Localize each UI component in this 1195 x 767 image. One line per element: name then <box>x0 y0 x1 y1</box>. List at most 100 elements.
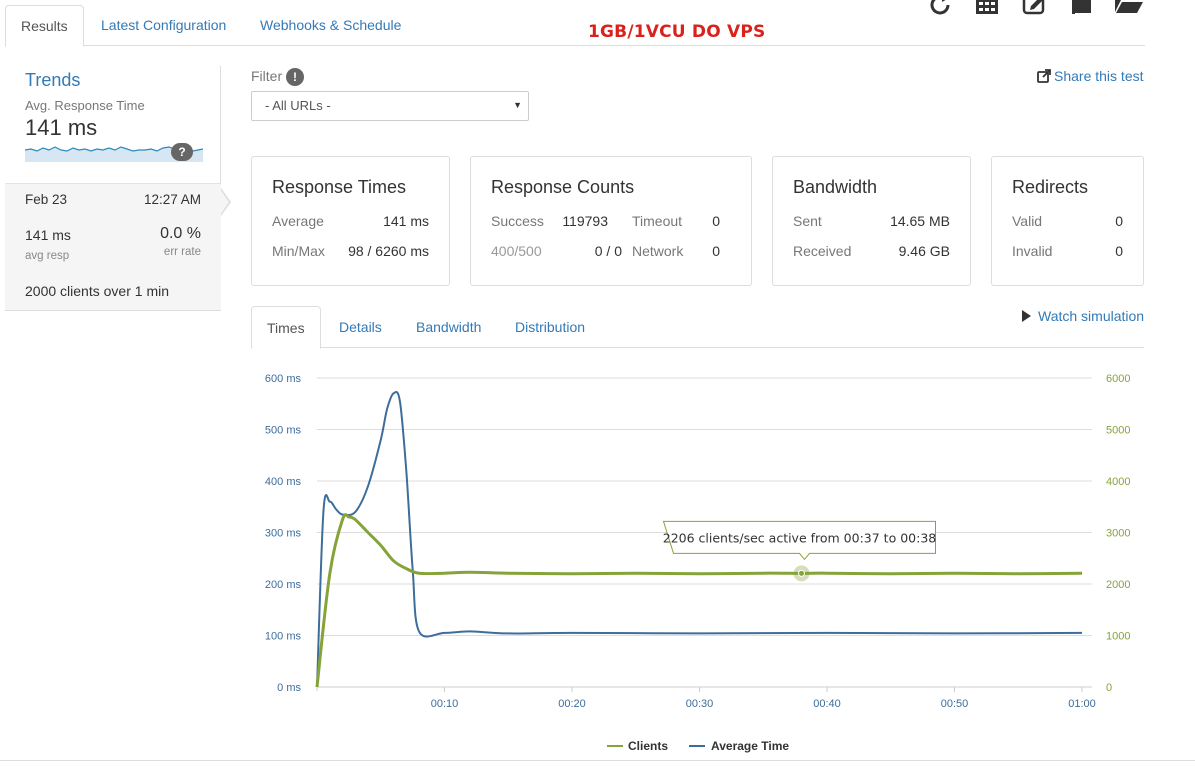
trend-summary: 2000 clients over 1 min <box>25 283 169 299</box>
error-value: 0 / 0 <box>594 243 622 259</box>
tab-bandwidth[interactable]: Bandwidth <box>416 319 482 335</box>
copy-icon[interactable] <box>1070 0 1096 18</box>
tooltip-text: 2206 clients/sec active from 00:37 to 00… <box>663 530 937 545</box>
minmax-label: Min/Max <box>272 243 325 259</box>
y-right-tick-label: 6000 <box>1106 373 1130 385</box>
tooltip-point <box>798 569 805 577</box>
response-counts-title: Response Counts <box>491 177 635 197</box>
url-filter-value: - All URLs - <box>265 98 331 113</box>
bandwidth-title: Bandwidth <box>793 177 878 197</box>
network-value: 0 <box>712 243 720 259</box>
success-label: Success <box>491 213 544 229</box>
error-label: 400/500 <box>491 243 542 259</box>
trend-entry-pointer <box>220 188 231 216</box>
share-test-link[interactable]: Share this test <box>1037 68 1144 84</box>
response-counts-panel: Response Counts Success 119793 Timeout 0… <box>470 156 752 286</box>
average-label: Average <box>272 213 324 229</box>
chevron-down-icon: ▼ <box>513 100 522 110</box>
sent-value: 14.65 MB <box>890 213 950 229</box>
redirects-title: Redirects <box>1012 177 1089 197</box>
results-tabs: Results Latest Configuration Webhooks & … <box>5 5 1145 47</box>
timeout-value: 0 <box>712 213 720 229</box>
y-left-tick-label: 600 ms <box>265 373 302 385</box>
valid-label: Valid <box>1012 213 1043 229</box>
trend-avg-resp-label: avg resp <box>25 250 70 262</box>
watch-simulation-link[interactable]: Watch simulation <box>1022 308 1144 324</box>
page-divider <box>0 760 1195 761</box>
invalid-label: Invalid <box>1012 243 1053 259</box>
trends-title[interactable]: Trends <box>25 70 81 90</box>
tab-results[interactable]: Results <box>5 5 84 47</box>
tooltip-box <box>662 520 936 561</box>
y-left-tick-label: 500 ms <box>265 425 302 437</box>
minmax-value: 98 / 6260 ms <box>348 243 429 259</box>
y-right-tick-label: 5000 <box>1106 425 1130 437</box>
toolbar <box>920 0 1150 22</box>
trend-date: Feb 23 <box>25 192 68 207</box>
trend-clients-count: 2000 <box>25 283 57 299</box>
trend-err-rate: 0.0 % <box>160 225 201 242</box>
y-right-tick-label: 1000 <box>1106 631 1130 643</box>
y-right-tick-label: 3000 <box>1106 528 1130 540</box>
bandwidth-panel: Bandwidth Sent 14.65 MB Received 9.46 GB <box>772 156 971 286</box>
response-sparkline <box>25 146 203 162</box>
invalid-value: 0 <box>1115 243 1123 259</box>
series-clients-line <box>315 513 1083 688</box>
timeout-label: Timeout <box>632 213 683 229</box>
x-tick-label: 00:50 <box>941 698 969 710</box>
trend-duration-unit: min <box>146 283 169 299</box>
y-left-tick-label: 200 ms <box>265 579 302 591</box>
trend-entry[interactable]: Feb 23 12:27 AM 141 ms 0.0 % avg resp er… <box>5 183 231 311</box>
x-tick-label: 00:30 <box>686 698 714 710</box>
play-icon <box>1022 310 1031 322</box>
response-times-panel: Response Times Average 141 ms Min/Max 98… <box>251 156 450 286</box>
tab-webhooks-schedule[interactable]: Webhooks & Schedule <box>260 17 402 33</box>
share-icon <box>1037 69 1051 83</box>
filter-info-icon[interactable]: ! <box>286 68 304 86</box>
y-right-tick-label: 4000 <box>1106 476 1130 488</box>
sparkline-help-icon[interactable]: ? <box>171 143 193 161</box>
trend-err-rate-label: err rate <box>163 246 201 258</box>
tab-details[interactable]: Details <box>339 319 382 335</box>
y-left-tick-label: 400 ms <box>265 476 302 488</box>
filter-label: Filter <box>251 68 283 84</box>
trend-duration: 1 <box>134 283 143 299</box>
response-times-chart: 0 ms 0 100 ms 1000 200 ms 2000 300 ms 3000 400 m… <box>265 373 1131 753</box>
legend-clients-label: Clients <box>628 739 668 753</box>
tab-times[interactable]: Times <box>251 306 321 349</box>
sent-label: Sent <box>793 213 822 229</box>
x-tick-label: 00:40 <box>813 698 841 710</box>
success-value: 119793 <box>562 213 608 229</box>
tab-latest-configuration[interactable]: Latest Configuration <box>101 17 227 33</box>
calendar-icon[interactable] <box>974 0 1000 18</box>
share-test-label: Share this test <box>1054 68 1144 84</box>
chart-tabs: Times Details Bandwidth Distribution <box>251 306 1144 349</box>
test-title: 1GB/1VCU DO VPS <box>588 22 766 42</box>
avg-response-value: 141 ms <box>25 115 98 140</box>
folder-open-icon[interactable] <box>1114 0 1143 18</box>
trend-time: 12:27 AM <box>143 192 201 207</box>
y-right-tick-label: 2000 <box>1106 579 1130 591</box>
received-value: 9.46 GB <box>898 243 950 259</box>
x-tick-label: 01:00 <box>1068 698 1096 710</box>
y-left-tick-label: 300 ms <box>265 528 302 540</box>
y-right-tick-label: 0 <box>1106 682 1112 694</box>
trend-summary-mid: clients over <box>60 283 131 299</box>
series-average-time-line <box>316 390 1083 688</box>
average-value: 141 ms <box>383 213 429 229</box>
y-left-tick-label: 100 ms <box>265 631 302 643</box>
redirects-panel: Redirects Valid 0 Invalid 0 <box>991 156 1144 286</box>
trends-sidebar: Trends Avg. Response Time 141 ms ? Feb 2… <box>5 66 231 311</box>
x-tick-label: 00:20 <box>558 698 586 710</box>
edit-icon[interactable] <box>1022 0 1048 18</box>
legend-average-time-label: Average Time <box>711 739 789 753</box>
network-label: Network <box>632 243 684 259</box>
tab-distribution[interactable]: Distribution <box>515 319 586 335</box>
watch-simulation-label: Watch simulation <box>1038 308 1145 324</box>
url-filter-select[interactable]: - All URLs - ▼ <box>251 91 529 121</box>
avg-response-label: Avg. Response Time <box>25 98 145 113</box>
x-tick-label: 00:10 <box>431 698 459 710</box>
valid-value: 0 <box>1115 213 1123 229</box>
trend-avg-resp: 141 ms <box>25 227 71 243</box>
refresh-icon[interactable] <box>928 0 954 18</box>
